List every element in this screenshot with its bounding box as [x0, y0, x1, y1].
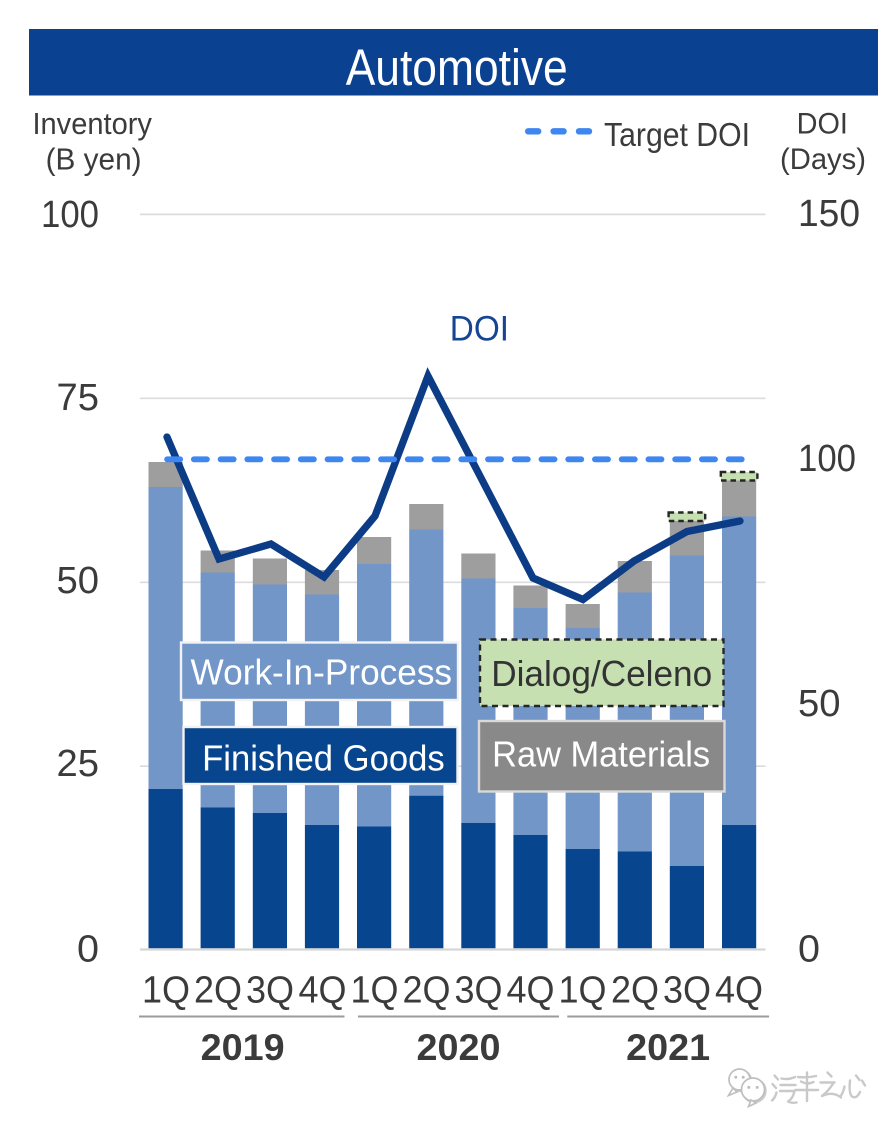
svg-text:1Q: 1Q — [351, 969, 399, 1011]
svg-text:3Q: 3Q — [246, 969, 294, 1011]
svg-text:Dialog/Celeno: Dialog/Celeno — [491, 653, 712, 694]
svg-text:3Q: 3Q — [663, 969, 711, 1011]
svg-text:2Q: 2Q — [194, 969, 242, 1011]
svg-text:100: 100 — [41, 194, 99, 236]
svg-text:150: 150 — [798, 193, 860, 235]
svg-text:Raw Materials: Raw Materials — [492, 734, 710, 775]
svg-text:(B yen): (B yen) — [46, 141, 142, 176]
svg-text:2020: 2020 — [417, 1027, 501, 1068]
svg-text:75: 75 — [57, 377, 100, 419]
svg-text:4Q: 4Q — [507, 969, 555, 1011]
svg-text:25: 25 — [57, 743, 100, 785]
svg-text:4Q: 4Q — [715, 969, 763, 1011]
svg-text:DOI: DOI — [797, 107, 848, 140]
svg-text:0: 0 — [798, 928, 820, 970]
svg-text:4Q: 4Q — [299, 969, 347, 1011]
svg-text:0: 0 — [77, 929, 99, 971]
svg-text:Finished Goods: Finished Goods — [202, 738, 445, 779]
svg-text:2019: 2019 — [201, 1027, 285, 1068]
svg-text:Automotive: Automotive — [346, 39, 568, 96]
svg-text:1Q: 1Q — [142, 969, 190, 1011]
svg-text:2Q: 2Q — [611, 969, 659, 1011]
svg-text:3Q: 3Q — [455, 969, 503, 1011]
svg-text:1Q: 1Q — [559, 969, 607, 1011]
svg-text:Target DOI: Target DOI — [604, 116, 750, 153]
svg-text:Work-In-Process: Work-In-Process — [191, 652, 453, 693]
svg-text:Inventory: Inventory — [32, 106, 152, 141]
svg-text:100: 100 — [798, 438, 856, 480]
svg-text:50: 50 — [57, 560, 100, 602]
svg-text:DOI: DOI — [450, 309, 509, 348]
svg-text:(Days): (Days) — [780, 143, 866, 176]
svg-text:2Q: 2Q — [403, 969, 451, 1011]
svg-text:2021: 2021 — [626, 1027, 710, 1068]
svg-text:50: 50 — [798, 683, 841, 725]
